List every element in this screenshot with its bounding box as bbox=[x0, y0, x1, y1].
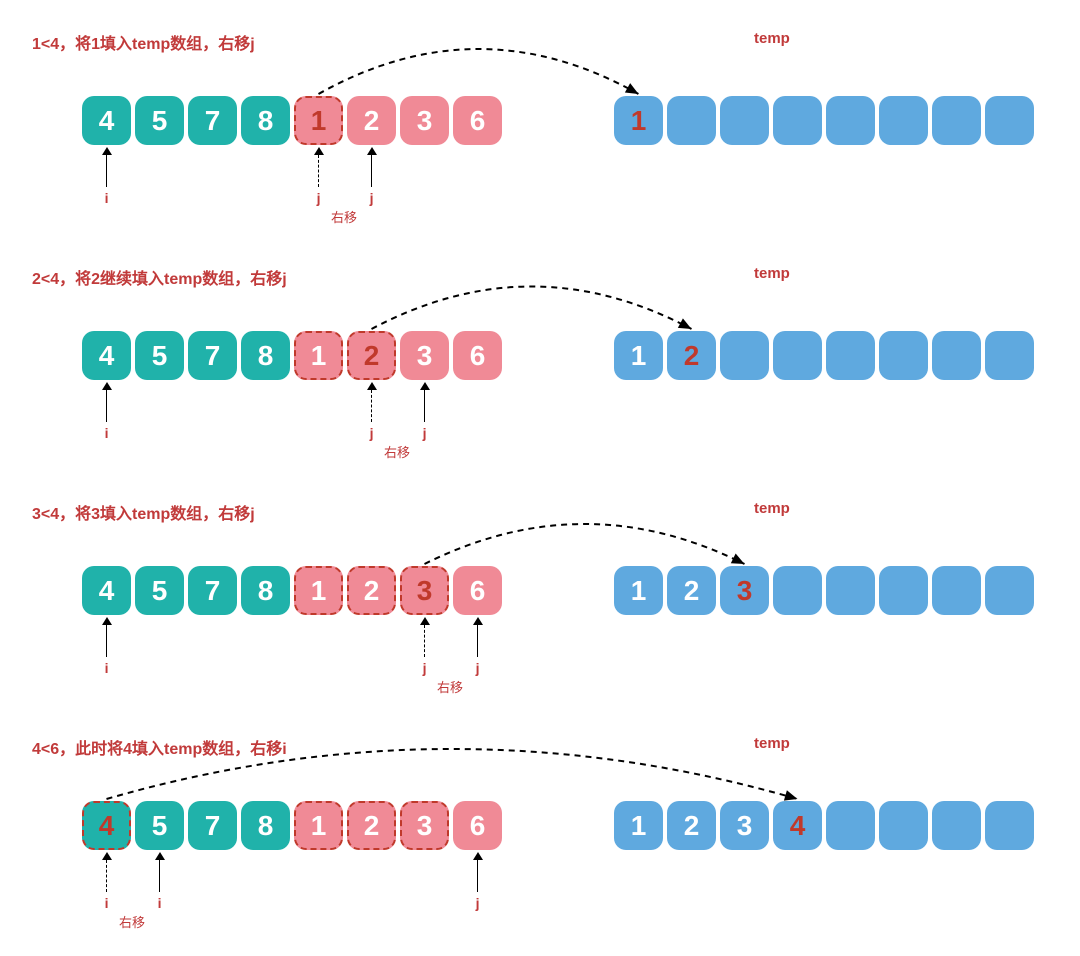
transfer-arrow bbox=[0, 235, 1080, 470]
arrowhead-icon bbox=[784, 790, 798, 800]
step: 1<4，将1填入temp数组，右移jtemp457812361ijj右移 bbox=[0, 0, 1080, 235]
step: 4<6，此时将4填入temp数组，右移itemp457812361234iij右… bbox=[0, 705, 1080, 940]
step: 3<4，将3填入temp数组，右移jtemp45781236123ijj右移 bbox=[0, 470, 1080, 705]
transfer-arrow bbox=[0, 705, 1080, 940]
diagram-root: 1<4，将1填入temp数组，右移jtemp457812361ijj右移2<4，… bbox=[0, 0, 1080, 940]
step: 2<4，将2继续填入temp数组，右移jtemp4578123612ijj右移 bbox=[0, 235, 1080, 470]
transfer-arrow bbox=[0, 470, 1080, 705]
transfer-arrow bbox=[0, 0, 1080, 235]
